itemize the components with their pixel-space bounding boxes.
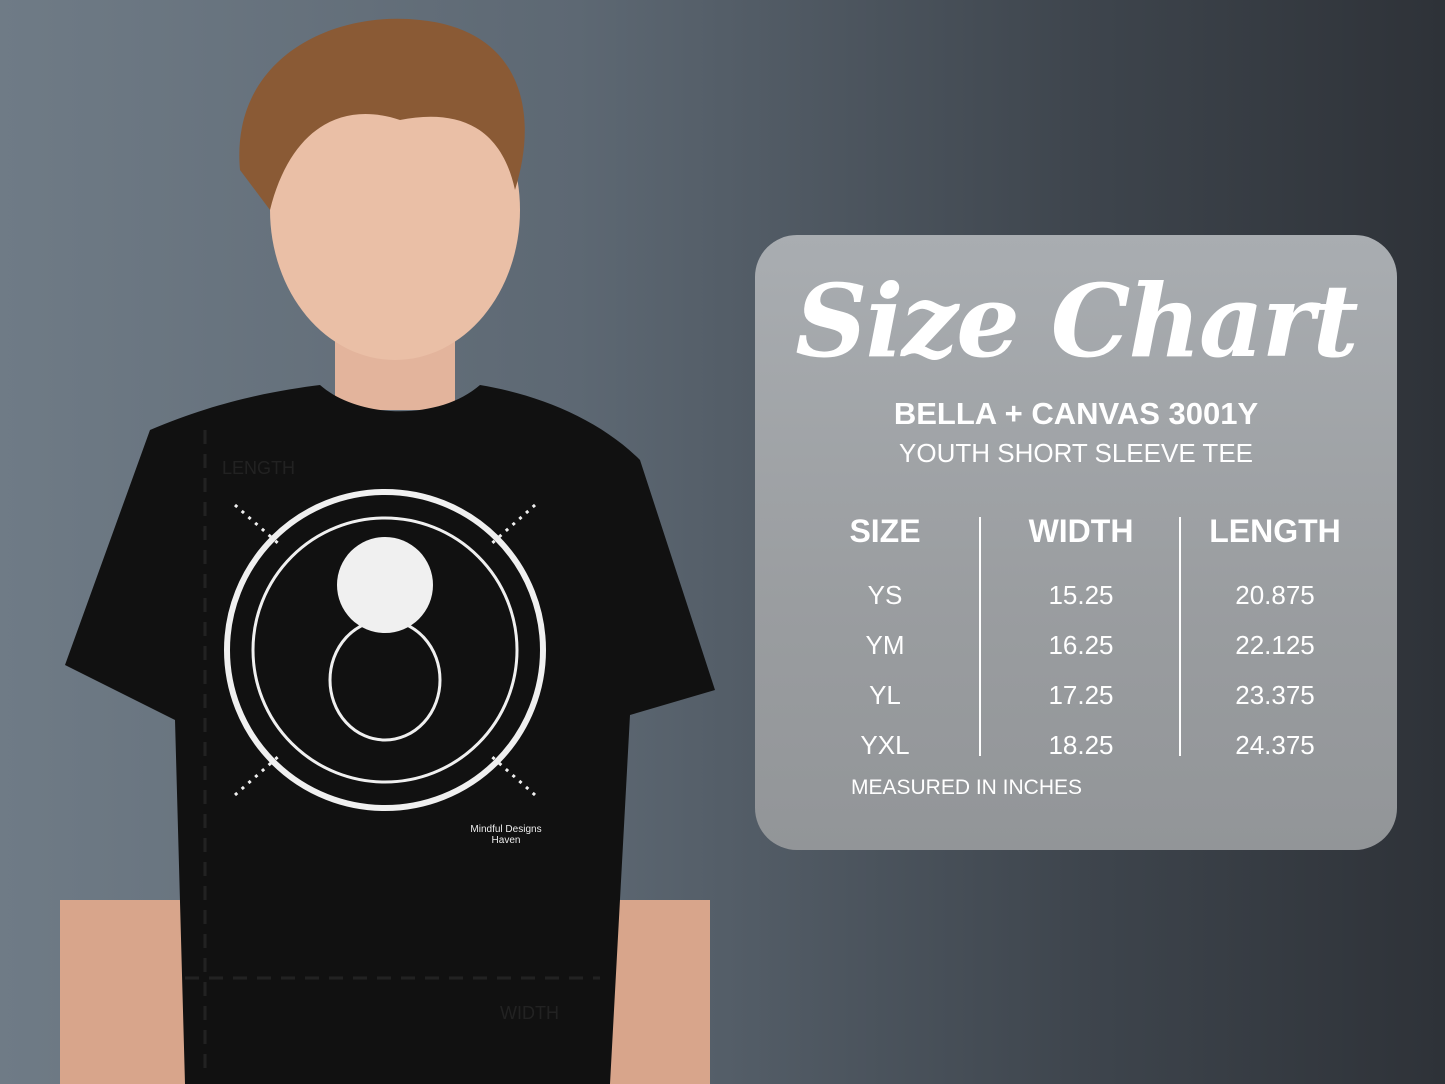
column-divider bbox=[979, 517, 981, 756]
shirt-graphic bbox=[224, 489, 546, 811]
t-shirt bbox=[65, 385, 715, 1084]
table-cell: YM bbox=[865, 630, 905, 660]
product-subtitle: YOUTH SHORT SLEEVE TEE bbox=[899, 438, 1253, 468]
size-chart-title: Size Chart bbox=[795, 262, 1358, 380]
hair bbox=[239, 18, 525, 210]
table-cell: YS bbox=[867, 580, 903, 610]
pumpkin-icon bbox=[337, 537, 433, 633]
table-cell: 24.375 bbox=[1235, 730, 1315, 760]
table-cell: YXL bbox=[860, 730, 910, 760]
product-brand: BELLA + CANVAS 3001Y bbox=[893, 396, 1259, 431]
table-cell: 15.25 bbox=[1048, 580, 1114, 610]
column-divider bbox=[1179, 517, 1181, 756]
face bbox=[270, 60, 520, 360]
table-cell: 17.25 bbox=[1048, 680, 1114, 710]
model-photo bbox=[60, 18, 715, 1084]
table-cell: 18.25 bbox=[1048, 730, 1114, 760]
measurement-footnote: MEASURED IN INCHES bbox=[851, 776, 1083, 799]
table-cell: 20.875 bbox=[1235, 580, 1315, 610]
header-length: LENGTH bbox=[1209, 513, 1341, 549]
table-cell: 23.375 bbox=[1235, 680, 1315, 710]
design-signature: Mindful Designs Haven bbox=[470, 824, 542, 846]
table-cell: 16.25 bbox=[1048, 630, 1114, 660]
header-width: WIDTH bbox=[1028, 513, 1134, 549]
table-cell: YL bbox=[869, 680, 901, 710]
header-size: SIZE bbox=[849, 513, 921, 549]
length-label: LENGTH bbox=[222, 458, 296, 478]
width-label: WIDTH bbox=[500, 1003, 559, 1023]
size-chart-card bbox=[755, 235, 1397, 850]
table-cell: 22.125 bbox=[1235, 630, 1315, 660]
